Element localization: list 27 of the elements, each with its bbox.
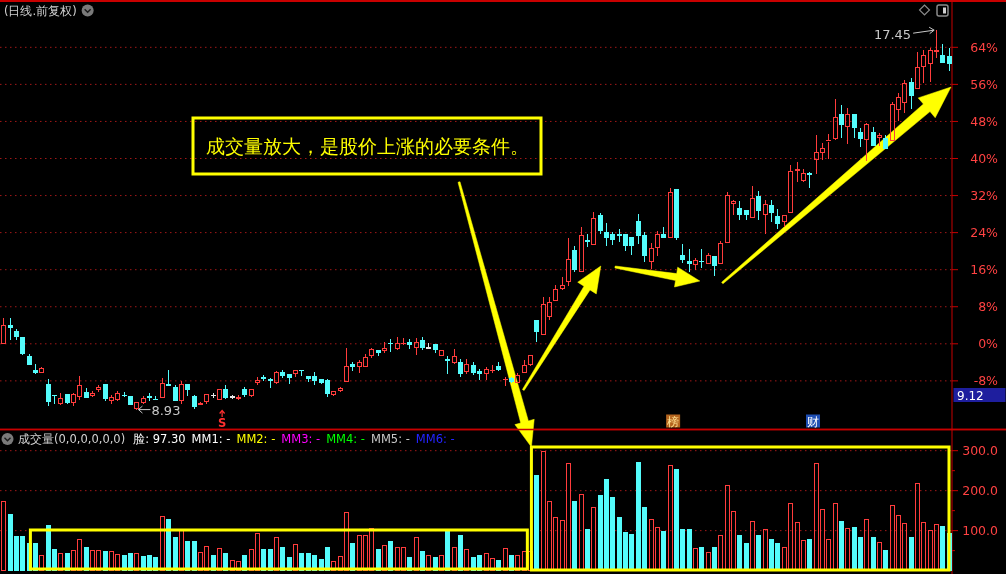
annotation: S bbox=[217, 416, 227, 430]
y-tick-label: 8% bbox=[978, 299, 999, 315]
chart-title: 成交量(0,0,0,0,0,0) bbox=[18, 432, 126, 446]
annotation: 脸: 97.30 bbox=[133, 432, 186, 446]
text: 9.12 bbox=[957, 388, 984, 403]
y-tick-label: 200.0 bbox=[962, 483, 999, 499]
annotation: MM2: - bbox=[236, 432, 276, 446]
y-tick-label: 48% bbox=[970, 113, 999, 129]
chart-title: (日线.前复权) bbox=[4, 3, 77, 18]
y-tick-label: 56% bbox=[970, 76, 999, 92]
y-tick-label: 0% bbox=[978, 336, 999, 352]
y-tick-label: 16% bbox=[970, 262, 999, 278]
y-tick-label: 32% bbox=[970, 188, 999, 204]
annotation: MM3: - bbox=[281, 432, 321, 446]
y-tick-label: 300.0 bbox=[962, 443, 999, 459]
annotation: 成交量放大，是股价上涨的必要条件。 bbox=[205, 135, 529, 157]
y-tick-label: 100.0 bbox=[962, 523, 999, 539]
annotation: MM1: - bbox=[191, 432, 231, 446]
annotation: MM5: - bbox=[370, 432, 410, 446]
y-tick-label: 24% bbox=[970, 225, 999, 241]
annotation: 17.45 bbox=[873, 27, 912, 43]
annotation: 8.93 bbox=[151, 403, 181, 419]
y-tick-label: 40% bbox=[970, 151, 999, 166]
annotation: MM6: - bbox=[415, 432, 455, 446]
y-tick-label: 64% bbox=[970, 39, 999, 55]
annotation: MM4: - bbox=[326, 432, 365, 446]
y-tick-label: -8% bbox=[973, 373, 999, 389]
